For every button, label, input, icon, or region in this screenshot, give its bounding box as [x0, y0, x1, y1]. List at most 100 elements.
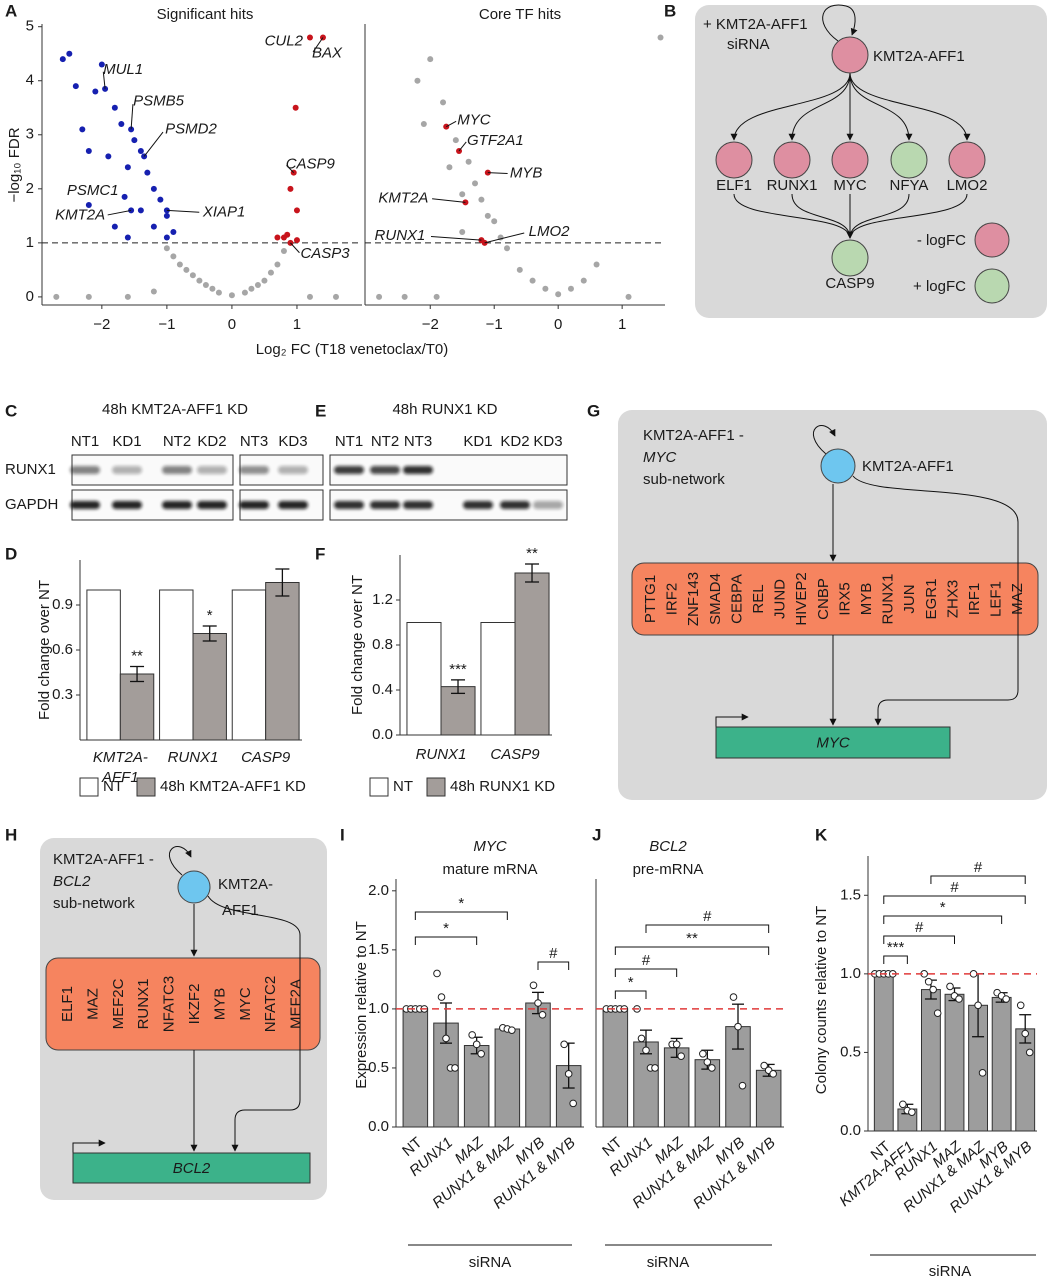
point	[163, 212, 170, 219]
point	[137, 147, 144, 154]
point	[72, 83, 79, 90]
point	[440, 99, 447, 106]
network-node	[831, 239, 869, 277]
point	[427, 56, 434, 63]
point	[85, 293, 92, 300]
tf-label: JUND	[772, 579, 789, 619]
tf-label: PTTG1	[642, 575, 659, 623]
point	[183, 266, 190, 273]
replicate-point	[437, 993, 446, 1001]
point	[529, 277, 536, 284]
blot-band	[533, 501, 563, 509]
tf-label: ELF1	[59, 986, 76, 1022]
replicate-point	[946, 982, 954, 991]
node-label: KMT2A-AFF1	[873, 48, 965, 65]
x-tick-label: RUNX1	[416, 746, 467, 763]
bar	[86, 589, 121, 741]
significance-bracket	[883, 955, 908, 964]
point	[542, 285, 549, 292]
node-label: LMO2	[947, 177, 988, 194]
replicate-point	[933, 1009, 942, 1017]
promoter-arrow	[715, 713, 749, 727]
bar	[525, 1002, 551, 1128]
tf-label: MYB	[211, 988, 228, 1021]
leader-line	[290, 242, 300, 254]
gene-label: RUNX1	[375, 227, 426, 244]
tf-box	[45, 957, 321, 1051]
point	[144, 169, 151, 176]
blot-band	[334, 466, 364, 474]
x-tick-label: KMT2A- AFF1	[93, 749, 148, 786]
bar	[514, 572, 550, 736]
y-tick-label: 0.9	[52, 596, 73, 613]
gene-label: PSMC1	[67, 182, 119, 199]
edge	[788, 72, 851, 141]
panel-label: G	[587, 401, 600, 420]
regulator-label: AFF1	[222, 902, 259, 919]
target-label: MYC	[816, 734, 850, 751]
lane-label: NT3	[240, 433, 268, 450]
replicate-point	[534, 999, 542, 1007]
bar	[663, 1047, 690, 1128]
y-tick-label: 0.5	[840, 1043, 861, 1060]
significance-label: *	[207, 607, 213, 624]
blot-band	[500, 501, 530, 509]
point	[150, 288, 157, 295]
regulator-label: KMT2A-AFF1	[862, 458, 954, 475]
target-gene	[72, 1152, 311, 1184]
replicate-point	[978, 1069, 987, 1077]
y-tick-label: 0	[26, 288, 34, 305]
bar	[873, 973, 894, 1132]
lane-label: NT2	[371, 433, 399, 450]
point	[261, 277, 268, 284]
replicate-point	[442, 1034, 450, 1043]
point	[472, 180, 479, 187]
tf-label: MEF2C	[110, 978, 127, 1029]
tf-label: RUNX1	[135, 979, 152, 1030]
node-label: NFYA	[890, 177, 929, 194]
legend-swatch	[974, 222, 1010, 258]
node-label: MYC	[833, 177, 867, 194]
replicate-point	[433, 969, 441, 978]
gene-label: PSMD2	[165, 120, 217, 137]
bar	[265, 582, 300, 741]
network-node	[715, 141, 753, 179]
tf-box	[631, 562, 1039, 636]
row-label: RUNX1	[5, 461, 56, 478]
x-tick-label: −1	[158, 316, 175, 333]
replicate-point	[729, 993, 738, 1001]
tf-label: IRF1	[966, 583, 983, 616]
bar	[159, 589, 194, 741]
point	[202, 282, 209, 289]
y-tick-label: 0.0	[840, 1122, 861, 1139]
point	[491, 218, 498, 225]
node-label: ELF1	[716, 177, 752, 194]
replicate-point	[760, 1061, 768, 1070]
significance-label: *	[443, 920, 449, 937]
lane-label: KD1	[112, 433, 141, 450]
point	[293, 237, 300, 244]
y-tick-label: 0.6	[52, 641, 73, 658]
significance-bracket	[645, 924, 770, 933]
point	[215, 289, 222, 296]
replicate-point	[651, 1064, 659, 1072]
point	[459, 229, 466, 236]
panel-title: Significant hits	[157, 6, 254, 23]
y-tick-label: 1.5	[840, 886, 861, 903]
point	[401, 293, 408, 300]
y-tick-label: 2.0	[368, 882, 389, 899]
self-loop	[169, 846, 192, 876]
replicate-point	[672, 1040, 681, 1049]
network-title: siRNA	[727, 36, 770, 53]
point	[446, 164, 453, 171]
panel-label: D	[5, 544, 17, 563]
tf-label: CEBPA	[728, 574, 745, 624]
point	[504, 245, 511, 252]
blot-band	[403, 466, 433, 474]
gene-label: GTF2A1	[467, 132, 524, 149]
network-node	[831, 141, 869, 179]
lane-label: KD2	[197, 433, 226, 450]
network-node	[948, 141, 986, 179]
lane-label: NT3	[404, 433, 432, 450]
